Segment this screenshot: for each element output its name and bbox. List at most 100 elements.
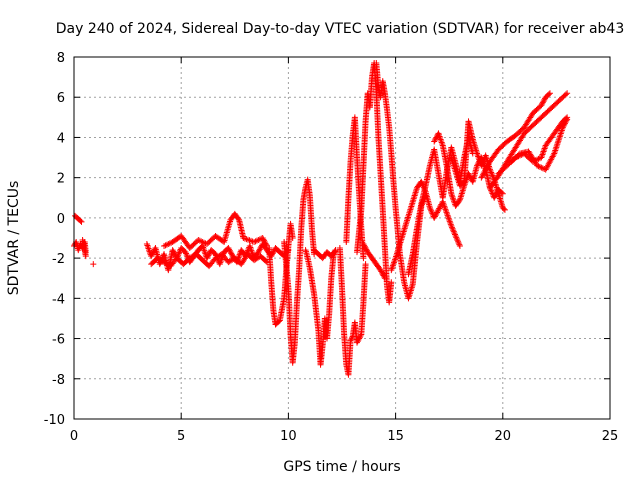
x-axis-label: GPS time / hours	[283, 459, 400, 475]
data-point	[448, 222, 455, 229]
data-point	[553, 142, 560, 149]
data-point	[466, 173, 473, 180]
data-point	[381, 275, 388, 282]
y-tick-label: -2	[52, 252, 65, 267]
data-point	[501, 206, 508, 213]
data-point	[381, 273, 388, 280]
data-point	[564, 116, 571, 123]
data-point	[539, 99, 546, 106]
data-point	[354, 338, 361, 345]
data-point	[534, 162, 541, 169]
data-point	[561, 121, 568, 128]
data-point	[331, 248, 338, 255]
data-point	[225, 245, 232, 252]
data-point	[431, 214, 438, 221]
data-point	[170, 248, 177, 255]
data-point	[148, 253, 155, 260]
data-point	[515, 151, 522, 158]
data-point	[546, 90, 553, 97]
data-point	[163, 241, 170, 248]
data-point	[165, 241, 172, 248]
data-point	[418, 178, 425, 185]
data-point	[251, 239, 258, 246]
data-point	[161, 243, 168, 250]
data-point	[478, 162, 485, 169]
y-tick-label: 2	[57, 172, 65, 187]
data-point	[486, 166, 493, 173]
data-point	[556, 133, 563, 140]
data-point	[555, 138, 562, 145]
data-point	[449, 225, 456, 232]
data-point	[564, 90, 571, 97]
data-point	[360, 255, 367, 262]
data-point	[557, 132, 564, 139]
y-axis-label: SDTVAR / TECUs	[6, 181, 22, 296]
data-point	[489, 172, 496, 179]
data-point	[453, 235, 460, 242]
data-point	[255, 249, 262, 256]
data-point	[418, 180, 425, 187]
data-point	[253, 237, 260, 244]
data-point	[535, 155, 542, 162]
data-point	[539, 100, 546, 107]
data-point	[428, 207, 435, 214]
data-point	[554, 139, 561, 146]
data-point	[235, 215, 242, 222]
y-tick-label: -10	[44, 413, 65, 428]
data-point	[196, 237, 203, 244]
data-point	[562, 119, 569, 126]
data-point	[379, 271, 386, 278]
y-tick-label: -4	[52, 292, 65, 307]
data-point	[261, 237, 268, 244]
data-point	[436, 205, 443, 212]
data-point	[538, 164, 545, 171]
data-point	[176, 249, 183, 256]
x-tick-label: 10	[280, 429, 297, 444]
data-point	[433, 134, 440, 141]
data-point	[377, 267, 384, 274]
data-point	[262, 240, 269, 247]
data-point	[270, 249, 277, 256]
data-point	[561, 120, 568, 127]
data-point	[557, 130, 564, 137]
y-tick-label: 6	[57, 91, 65, 106]
x-tick-label: 0	[70, 429, 78, 444]
data-point	[435, 206, 442, 213]
data-point	[252, 238, 259, 245]
grid-lines	[74, 57, 610, 419]
data-point	[500, 205, 507, 212]
data-point	[77, 217, 84, 224]
data-point	[275, 318, 282, 325]
data-point	[455, 240, 462, 247]
data-point	[563, 117, 570, 124]
x-tick-label: 25	[602, 429, 619, 444]
data-point	[538, 102, 545, 109]
data-point	[426, 204, 433, 211]
data-point	[78, 218, 85, 225]
data-point	[263, 241, 270, 248]
data-point	[354, 339, 361, 346]
data-point	[560, 123, 567, 130]
data-point	[166, 240, 173, 247]
data-point	[357, 332, 364, 339]
data-point	[255, 237, 262, 244]
data-point	[203, 255, 210, 262]
y-tick-label: 4	[57, 131, 65, 146]
data-point	[431, 138, 438, 145]
data-point	[553, 144, 560, 151]
data-point	[90, 261, 97, 268]
data-point	[199, 239, 206, 246]
data-point	[562, 91, 569, 98]
data-point	[428, 209, 435, 216]
data-point	[434, 209, 441, 216]
plot-frame	[73, 56, 611, 420]
data-point	[427, 206, 434, 213]
data-point	[169, 247, 176, 254]
data-point	[536, 163, 543, 170]
y-tick-label: -8	[52, 373, 65, 388]
x-tick-label: 15	[387, 429, 404, 444]
data-point	[171, 249, 178, 256]
data-point	[149, 250, 156, 257]
data-point	[535, 163, 542, 170]
data-point	[479, 159, 486, 166]
